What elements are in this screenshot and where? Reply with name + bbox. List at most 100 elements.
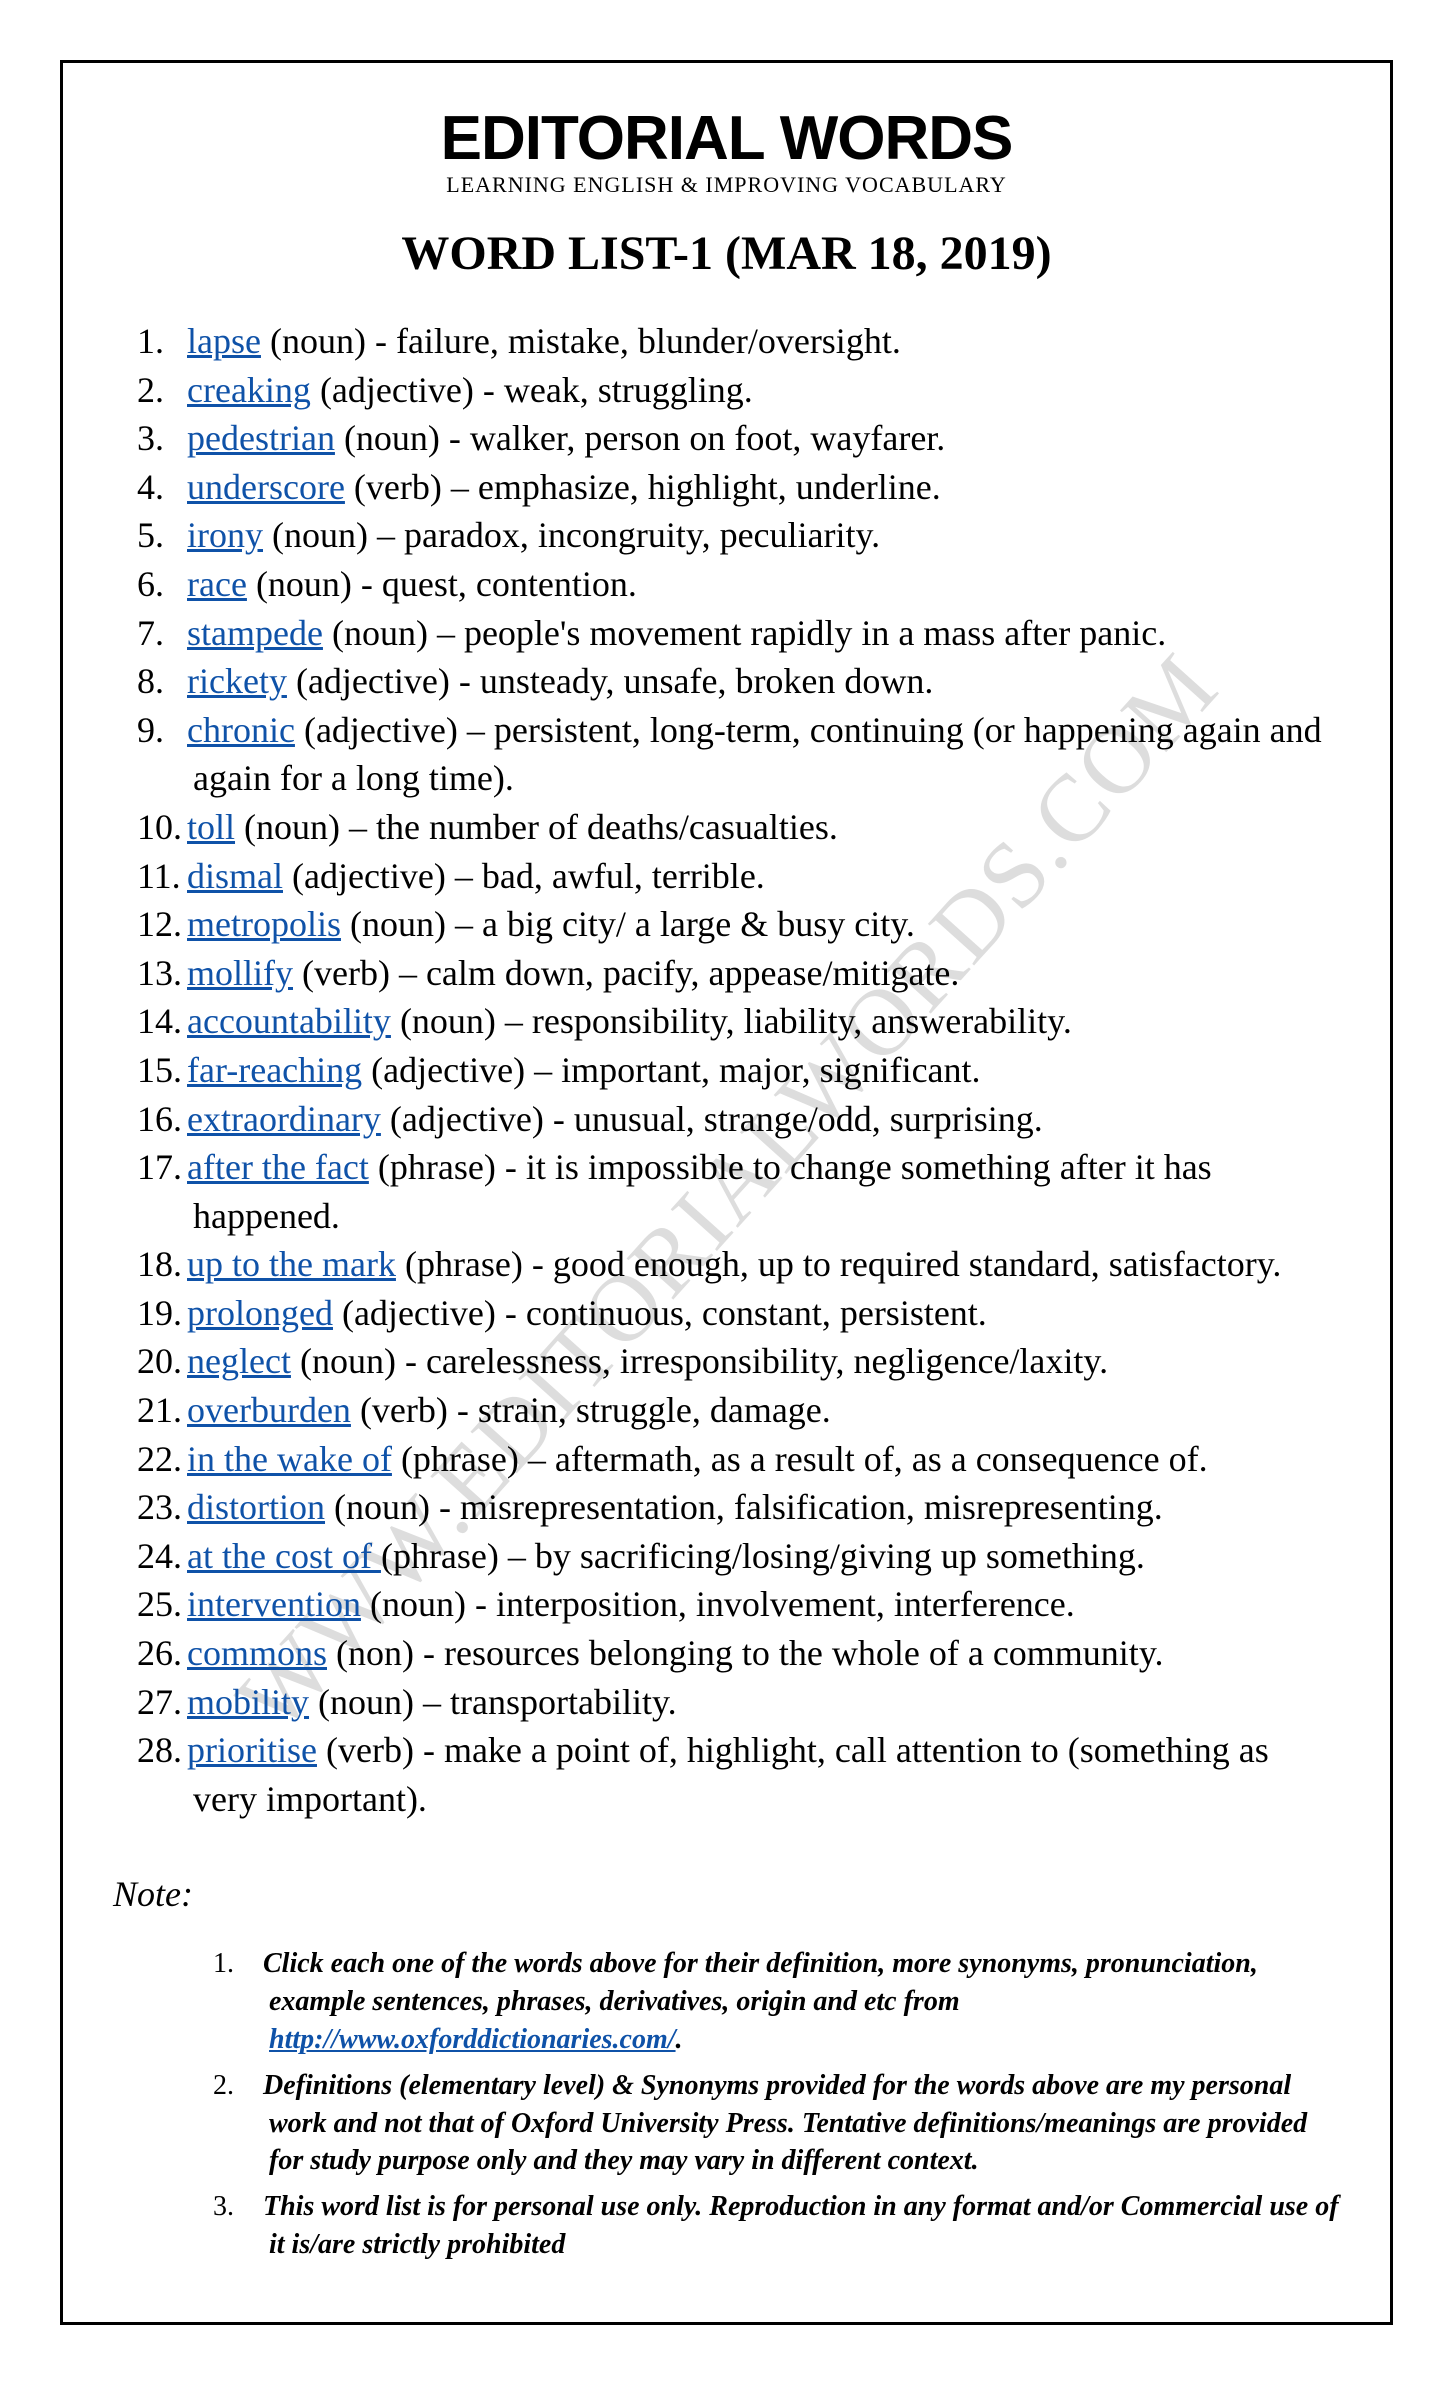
brand-tagline: LEARNING ENGLISH & IMPROVING VOCABULARY xyxy=(113,172,1340,198)
definition: important, major, significant. xyxy=(561,1050,980,1090)
word-link[interactable]: in the wake of xyxy=(187,1439,392,1479)
word-link[interactable]: irony xyxy=(187,515,263,555)
word-entry: extraordinary (adjective) - unusual, str… xyxy=(137,1095,1340,1144)
word-link[interactable]: pedestrian xyxy=(187,418,335,458)
notes-list: Click each one of the words above for th… xyxy=(113,1945,1340,2263)
part-of-speech: (verb) xyxy=(302,953,390,993)
definition: good enough, up to required standard, sa… xyxy=(553,1244,1281,1284)
word-entry: mollify (verb) – calm down, pacify, appe… xyxy=(137,949,1340,998)
separator: – xyxy=(525,1050,561,1090)
part-of-speech: (adjective) xyxy=(292,856,446,896)
word-link[interactable]: creaking xyxy=(187,370,311,410)
part-of-speech: (adjective) xyxy=(390,1099,544,1139)
word-link[interactable]: neglect xyxy=(187,1341,291,1381)
definition: paradox, incongruity, peculiarity. xyxy=(404,515,880,555)
part-of-speech: (noun) xyxy=(332,613,428,653)
note-link[interactable]: http://www.oxforddictionaries.com/ xyxy=(269,2024,676,2055)
part-of-speech: (noun) xyxy=(370,1584,466,1624)
definition: misrepresentation, falsification, misrep… xyxy=(460,1487,1163,1527)
separator: - xyxy=(523,1244,553,1284)
separator: – xyxy=(390,953,426,993)
separator: - xyxy=(466,1584,496,1624)
definition: a big city/ a large & busy city. xyxy=(482,904,915,944)
word-link[interactable]: stampede xyxy=(187,613,323,653)
separator: – xyxy=(340,807,376,847)
word-link[interactable]: rickety xyxy=(187,661,287,701)
separator: - xyxy=(544,1099,574,1139)
separator: – xyxy=(458,710,494,750)
word-link[interactable]: up to the mark xyxy=(187,1244,396,1284)
part-of-speech: (non) xyxy=(336,1633,414,1673)
part-of-speech: (noun) xyxy=(344,418,440,458)
separator: - xyxy=(474,370,504,410)
separator: - xyxy=(450,661,480,701)
separator: – xyxy=(428,613,464,653)
word-link[interactable]: dismal xyxy=(187,856,283,896)
word-link[interactable]: mobility xyxy=(187,1682,309,1722)
definition: interposition, involvement, interference… xyxy=(496,1584,1075,1624)
word-entry: mobility (noun) – transportability. xyxy=(137,1678,1340,1727)
list-title: WORD LIST-1 (MAR 18, 2019) xyxy=(113,226,1340,281)
word-entry: accountability (noun) – responsibility, … xyxy=(137,997,1340,1046)
definition: unsteady, unsafe, broken down. xyxy=(480,661,934,701)
separator: - xyxy=(430,1487,460,1527)
part-of-speech: (noun) xyxy=(272,515,368,555)
word-link[interactable]: toll xyxy=(187,807,235,847)
word-link[interactable]: chronic xyxy=(187,710,295,750)
separator: – xyxy=(499,1536,535,1576)
word-link[interactable]: lapse xyxy=(187,321,261,361)
part-of-speech: (phrase) xyxy=(378,1147,496,1187)
definition: people's movement rapidly in a mass afte… xyxy=(464,613,1166,653)
part-of-speech: (phrase) xyxy=(381,1536,499,1576)
word-link[interactable]: intervention xyxy=(187,1584,361,1624)
word-link[interactable]: far-reaching xyxy=(187,1050,362,1090)
document-frame: WWW.EDITORIALWORDS.COM EDITORIAL WORDS L… xyxy=(60,60,1393,2325)
word-link[interactable]: race xyxy=(187,564,247,604)
word-link[interactable]: prioritise xyxy=(187,1730,317,1770)
part-of-speech: (noun) xyxy=(244,807,340,847)
word-entry: after the fact (phrase) - it is impossib… xyxy=(137,1143,1340,1240)
word-entry: metropolis (noun) – a big city/ a large … xyxy=(137,900,1340,949)
definition: transportability. xyxy=(450,1682,677,1722)
separator: – xyxy=(519,1439,555,1479)
definition: bad, awful, terrible. xyxy=(482,856,765,896)
note-item: Click each one of the words above for th… xyxy=(213,1945,1340,2058)
part-of-speech: (adjective) xyxy=(296,661,450,701)
word-entry: irony (noun) – paradox, incongruity, pec… xyxy=(137,511,1340,560)
part-of-speech: (verb) xyxy=(360,1390,448,1430)
separator: - xyxy=(496,1293,526,1333)
separator: – xyxy=(446,856,482,896)
definition: the number of deaths/casualties. xyxy=(376,807,838,847)
separator: - xyxy=(396,1341,426,1381)
word-entry: commons (non) - resources belonging to t… xyxy=(137,1629,1340,1678)
word-link[interactable]: metropolis xyxy=(187,904,341,944)
word-entry: at the cost of (phrase) – by sacrificing… xyxy=(137,1532,1340,1581)
word-link[interactable]: prolonged xyxy=(187,1293,333,1333)
note-heading: Note: xyxy=(113,1873,1340,1915)
word-entry: pedestrian (noun) - walker, person on fo… xyxy=(137,414,1340,463)
part-of-speech: (noun) xyxy=(400,1001,496,1041)
definition: resources belonging to the whole of a co… xyxy=(444,1633,1164,1673)
definition: calm down, pacify, appease/mitigate. xyxy=(426,953,959,993)
part-of-speech: (noun) xyxy=(350,904,446,944)
word-list: lapse (noun) - failure, mistake, blunder… xyxy=(113,317,1340,1823)
word-entry: toll (noun) – the number of deaths/casua… xyxy=(137,803,1340,852)
word-link[interactable]: underscore xyxy=(187,467,345,507)
definition: walker, person on foot, wayfarer. xyxy=(470,418,945,458)
separator: - xyxy=(448,1390,478,1430)
word-link[interactable]: after the fact xyxy=(187,1147,369,1187)
word-entry: underscore (verb) – emphasize, highlight… xyxy=(137,463,1340,512)
word-link[interactable]: at the cost of xyxy=(187,1536,381,1576)
word-entry: dismal (adjective) – bad, awful, terribl… xyxy=(137,852,1340,901)
word-link[interactable]: overburden xyxy=(187,1390,351,1430)
separator: – xyxy=(414,1682,450,1722)
word-link[interactable]: extraordinary xyxy=(187,1099,381,1139)
word-link[interactable]: accountability xyxy=(187,1001,391,1041)
word-link[interactable]: commons xyxy=(187,1633,327,1673)
word-entry: up to the mark (phrase) - good enough, u… xyxy=(137,1240,1340,1289)
word-link[interactable]: mollify xyxy=(187,953,293,993)
word-link[interactable]: distortion xyxy=(187,1487,325,1527)
separator: - xyxy=(496,1147,526,1187)
part-of-speech: (noun) xyxy=(270,321,366,361)
part-of-speech: (phrase) xyxy=(405,1244,523,1284)
